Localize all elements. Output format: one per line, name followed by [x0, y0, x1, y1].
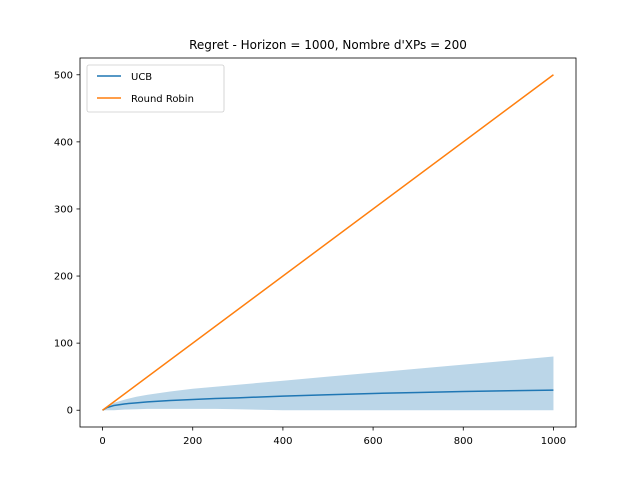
y-tick-label: 100 [54, 339, 73, 350]
series-line-0 [102, 389, 554, 411]
y-tick-label: 0 [67, 406, 73, 417]
plot-area [102, 74, 554, 411]
x-tick-label: 800 [454, 436, 473, 447]
legend-label-0: UCB [131, 72, 152, 83]
y-tick-label: 400 [54, 137, 73, 148]
x-tick-label: 1000 [541, 436, 566, 447]
series-line-1 [102, 74, 554, 411]
legend-box [86, 64, 225, 113]
x-tick-label: 400 [273, 436, 292, 447]
y-tick-label: 500 [54, 70, 73, 81]
y-tick-label: 200 [54, 272, 73, 283]
axes-frame [79, 57, 577, 428]
x-tick-label: 0 [99, 436, 105, 447]
chart-title: Regret - Horizon = 1000, Nombre d'XPs = … [189, 38, 467, 52]
x-tick-label: 600 [364, 436, 383, 447]
x-tick-label: 200 [183, 436, 202, 447]
series-band-0 [102, 356, 554, 411]
legend: UCB Round Robin [86, 64, 225, 113]
legend-label-1: Round Robin [131, 94, 194, 105]
y-tick-label: 300 [54, 204, 73, 215]
